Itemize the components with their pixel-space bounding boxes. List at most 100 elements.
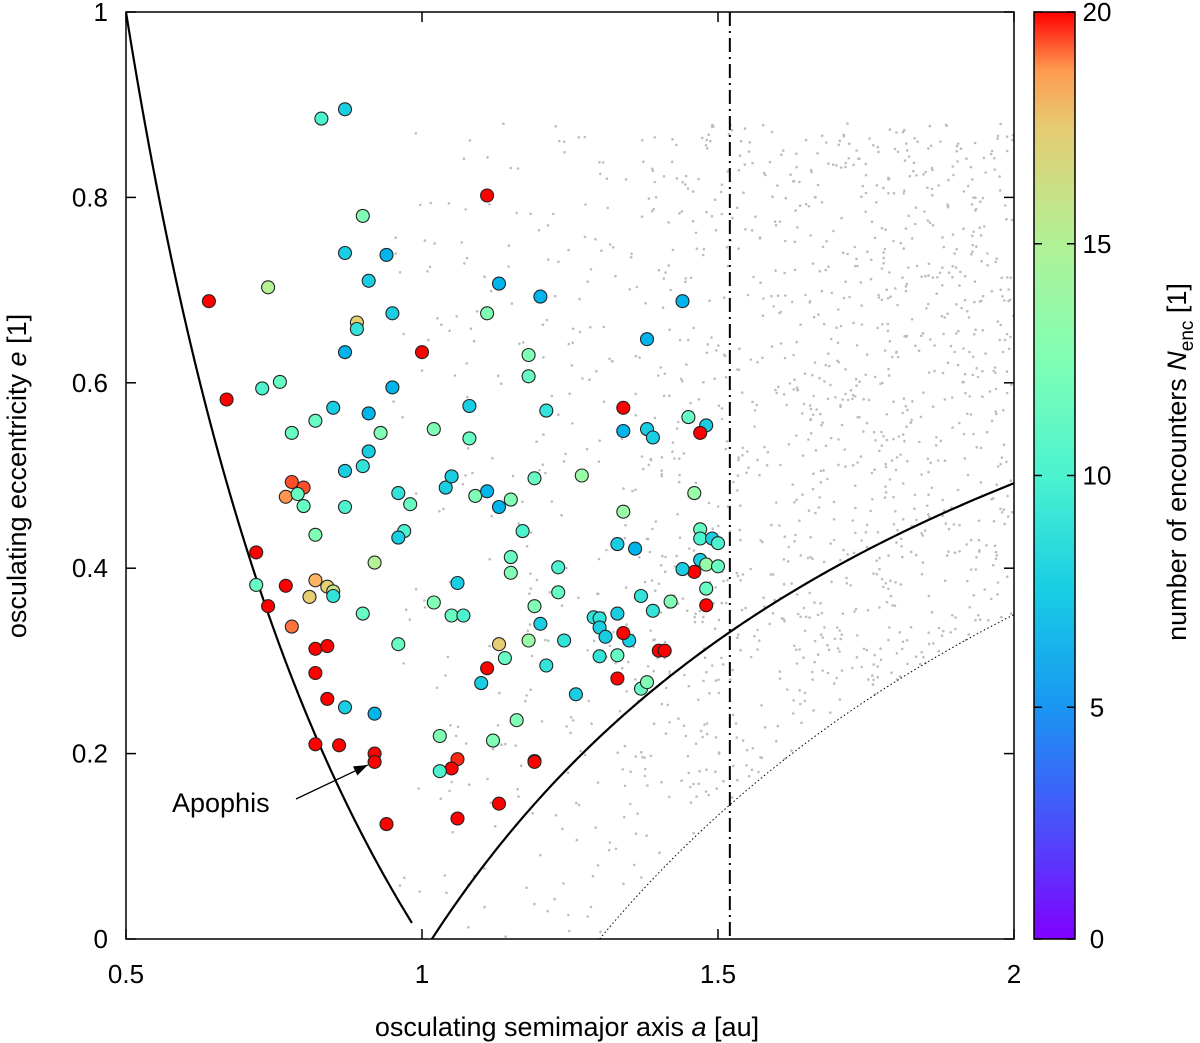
background-dot xyxy=(710,214,714,218)
data-point xyxy=(480,306,495,321)
background-dot xyxy=(693,620,697,624)
background-dot xyxy=(839,324,843,328)
background-dot xyxy=(854,506,857,510)
background-dot xyxy=(919,415,923,419)
background-dot xyxy=(974,196,977,199)
background-dot xyxy=(913,507,916,511)
background-dot xyxy=(423,599,426,602)
background-dot xyxy=(802,402,806,406)
background-dot xyxy=(524,699,527,703)
background-dot xyxy=(996,581,1000,584)
data-point xyxy=(693,531,708,546)
x-tick-label: 2 xyxy=(1007,959,1021,989)
background-dot xyxy=(920,275,923,279)
background-dot xyxy=(947,527,951,531)
background-dot xyxy=(878,556,881,560)
background-dot xyxy=(903,159,907,162)
background-dot xyxy=(945,554,949,557)
background-dot xyxy=(795,648,798,652)
background-dot xyxy=(717,344,720,347)
background-dot xyxy=(692,782,695,786)
background-dot xyxy=(846,398,850,402)
background-dot xyxy=(864,162,868,166)
background-dot xyxy=(946,205,950,209)
background-dot xyxy=(937,184,940,187)
aphelion-curve xyxy=(126,12,413,924)
background-dot xyxy=(920,651,923,654)
data-point xyxy=(450,811,465,826)
background-dot xyxy=(654,196,658,199)
background-dot xyxy=(1000,615,1003,619)
background-dot xyxy=(927,513,930,516)
background-dot xyxy=(944,522,948,525)
background-dot xyxy=(654,520,658,523)
background-dot xyxy=(626,660,630,664)
background-dot xyxy=(741,573,745,576)
background-dot xyxy=(960,306,963,310)
background-dot xyxy=(858,157,861,160)
background-dot xyxy=(510,302,514,305)
background-dot xyxy=(728,530,732,533)
data-point xyxy=(521,369,536,384)
background-dot xyxy=(844,368,847,371)
background-dot xyxy=(739,648,742,652)
background-dot xyxy=(824,444,828,448)
background-dot xyxy=(714,679,718,682)
background-dot xyxy=(454,734,458,738)
background-dot xyxy=(808,616,811,619)
data-point xyxy=(337,499,353,515)
background-dot xyxy=(681,180,684,184)
background-dot xyxy=(1009,479,1013,483)
background-dot xyxy=(610,360,614,363)
background-dot xyxy=(544,638,547,642)
background-dot xyxy=(507,244,511,247)
background-dot xyxy=(927,642,931,646)
background-dot xyxy=(979,200,982,203)
background-dot xyxy=(666,703,670,707)
background-dot xyxy=(525,886,528,889)
background-dot xyxy=(887,367,890,371)
background-dot xyxy=(675,143,678,147)
background-dot xyxy=(981,369,984,373)
background-dot xyxy=(498,691,501,695)
background-dot xyxy=(496,724,500,727)
colorbar-tick-label: 10 xyxy=(1083,461,1112,491)
background-dot xyxy=(927,274,930,277)
background-dot xyxy=(946,361,950,365)
background-dot xyxy=(660,469,663,472)
background-dot xyxy=(546,224,550,227)
data-point xyxy=(326,588,341,604)
background-dot xyxy=(785,403,788,407)
background-dot xyxy=(404,608,408,611)
background-dot xyxy=(550,500,554,503)
background-dot xyxy=(618,709,622,713)
background-dot xyxy=(651,167,654,171)
plot-frame xyxy=(125,11,1015,940)
background-dot xyxy=(771,195,774,198)
background-dot xyxy=(796,388,800,392)
background-dot xyxy=(786,560,790,563)
background-dot xyxy=(681,597,685,600)
data-point xyxy=(308,573,323,588)
background-dot xyxy=(701,253,705,257)
background-dot xyxy=(702,679,705,683)
background-dot xyxy=(840,423,844,427)
background-dot xyxy=(988,390,992,393)
background-dot xyxy=(946,203,949,206)
background-dot xyxy=(889,594,893,598)
background-dot xyxy=(858,380,861,384)
background-dot xyxy=(546,909,549,913)
background-dot xyxy=(899,453,902,456)
background-dot xyxy=(858,415,861,419)
background-dot xyxy=(649,754,653,758)
background-dot xyxy=(529,587,533,590)
background-dot xyxy=(717,618,721,622)
background-dot xyxy=(835,164,838,167)
data-point xyxy=(278,578,293,593)
background-dot xyxy=(801,454,805,457)
background-dot xyxy=(826,671,830,675)
background-dot xyxy=(894,510,897,513)
background-dot xyxy=(675,177,679,180)
background-dot xyxy=(813,361,817,364)
background-dot xyxy=(689,276,693,280)
